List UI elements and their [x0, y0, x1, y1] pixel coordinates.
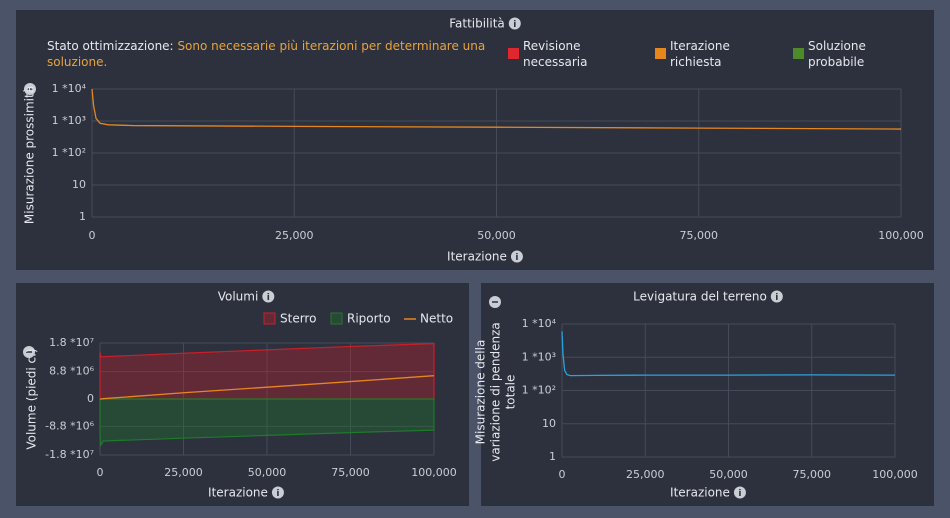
x-tick-label: 50,000	[709, 468, 748, 481]
y-tick-label: 8.8 *10⁶	[49, 365, 94, 378]
line	[561, 331, 896, 377]
y-tick-label: 1 *10⁴	[52, 82, 87, 95]
status-text: Sono necessarie più iterazioni per deter…	[47, 39, 486, 69]
x-axis-label: Iterazione	[447, 250, 507, 264]
y-tick-label: 1 *10³	[52, 114, 86, 127]
legend-swatch	[793, 48, 804, 59]
info-glyph: i	[513, 20, 516, 30]
legend-label: Riporto	[347, 312, 391, 326]
x-tick-label: 50,000	[477, 229, 516, 242]
y-tick-label: -8.8 *10⁶	[45, 419, 94, 432]
legend-label: Iterazione richiesta	[670, 39, 730, 69]
x-tick-label: 25,000	[164, 466, 203, 479]
info-icon	[262, 290, 275, 303]
info-glyph: i	[276, 489, 279, 499]
info-icon	[508, 17, 521, 30]
chart-title: Levigatura del terreno	[633, 290, 767, 304]
x-tick-label: 25,000	[626, 468, 665, 481]
x-tick-label: 0	[89, 229, 96, 242]
y-tick-label: 1 *10⁴	[522, 317, 557, 330]
x-axis-label: Iterazione	[208, 486, 268, 500]
x-tick-label: 0	[559, 468, 566, 481]
x-tick-label: 25,000	[275, 229, 314, 242]
legend-label: Soluzione probabile	[808, 39, 866, 69]
line	[100, 375, 435, 400]
y-axis-label: Volume (piedi c.)	[24, 348, 39, 450]
y-tick-label: 10	[72, 178, 86, 191]
panel-feasibility	[16, 10, 934, 270]
info-icon	[733, 486, 746, 499]
info-icon	[271, 486, 284, 499]
x-axis-label: Iterazione	[670, 486, 730, 500]
y-tick-label: 1.8 *10⁷	[49, 336, 94, 349]
status: Stato ottimizzazione: Sono necessarie pi…	[47, 38, 487, 70]
area	[99, 343, 435, 400]
y-tick-label: 1 *10²	[522, 384, 556, 397]
info-glyph: i	[738, 489, 741, 499]
y-tick-label: 0	[87, 392, 94, 405]
info-glyph: i	[775, 293, 778, 303]
y-axis-label: Misurazione della variazione di pendenza…	[473, 322, 518, 462]
line	[91, 88, 902, 130]
info-icon	[510, 250, 523, 263]
y-tick-label: 10	[542, 417, 556, 430]
chart-title: Fattibilità	[449, 17, 505, 31]
area	[99, 398, 435, 447]
legend-swatch	[508, 48, 519, 59]
x-tick-label: 100,000	[878, 229, 924, 242]
y-tick-label: 1	[79, 210, 86, 223]
y-tick-label: 1 *10³	[522, 350, 556, 363]
y-tick-label: 1	[549, 450, 556, 463]
x-tick-label: 0	[97, 466, 104, 479]
status-label: Stato ottimizzazione:	[47, 39, 174, 53]
y-tick-label: 1 *10²	[52, 146, 86, 159]
legend-swatch	[655, 48, 666, 59]
x-tick-label: 50,000	[248, 466, 287, 479]
legend-label: Revisione necessaria	[523, 39, 588, 69]
info-glyph: i	[515, 253, 518, 263]
panel-smoothing	[481, 283, 934, 506]
x-tick-label: 75,000	[680, 229, 719, 242]
x-tick-label: 75,000	[331, 466, 370, 479]
x-tick-label: 75,000	[793, 468, 832, 481]
chart-title: Volumi	[218, 290, 259, 304]
y-tick-label: -1.8 *10⁷	[45, 448, 94, 461]
legend-swatch	[263, 312, 276, 325]
panel-volumes	[16, 283, 469, 506]
legend-label: Sterro	[280, 312, 316, 326]
x-tick-label: 100,000	[411, 466, 457, 479]
info-glyph: i	[267, 293, 270, 303]
legend-swatch	[330, 312, 343, 325]
x-tick-label: 100,000	[872, 468, 918, 481]
info-icon	[770, 290, 783, 303]
legend-label: Netto	[420, 312, 453, 326]
y-axis-label: Misurazione prossimità	[22, 85, 37, 225]
